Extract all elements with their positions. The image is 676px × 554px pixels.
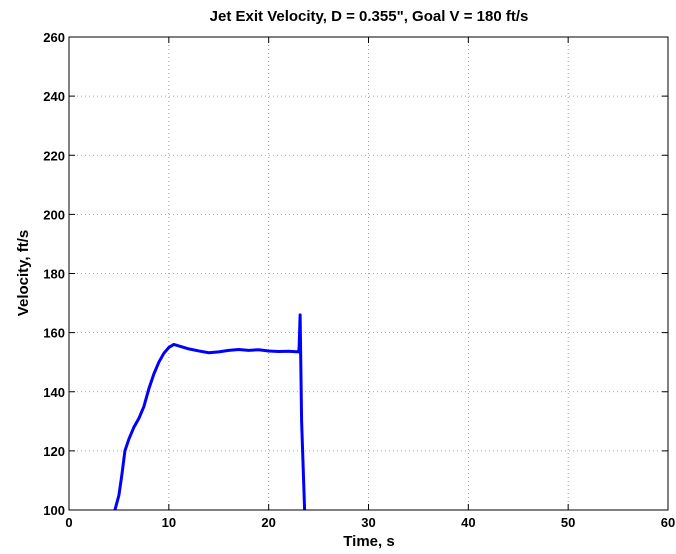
x-tick-label: 20 <box>261 515 275 530</box>
axis-ticks: 0 10 20 30 40 50 60 100 120 140 160 180 200 220 240 260 <box>43 30 675 530</box>
y-tick-label: 260 <box>43 30 65 45</box>
y-tick-label: 140 <box>43 385 65 400</box>
chart-title: Jet Exit Velocity, D = 0.355", Goal V = … <box>210 8 529 25</box>
y-tick-label: 180 <box>43 267 65 282</box>
y-tick-label: 200 <box>43 207 65 222</box>
plot-frame <box>68 36 669 511</box>
x-tick-label: 30 <box>361 515 375 530</box>
series-layer <box>113 313 307 511</box>
y-tick-label: 100 <box>43 503 65 518</box>
x-tick-label: 60 <box>661 515 675 530</box>
x-tick-label: 10 <box>162 515 176 530</box>
y-tick-label: 240 <box>43 89 65 104</box>
y-tick-label: 220 <box>43 148 65 163</box>
y-tick-label: 120 <box>43 444 65 459</box>
series-line <box>113 313 307 511</box>
x-tick-label: 40 <box>461 515 475 530</box>
y-tick-label: 160 <box>43 326 65 341</box>
grid <box>69 37 668 510</box>
x-tick-label: 50 <box>561 515 575 530</box>
x-axis-label: Time, s <box>343 533 394 550</box>
x-tick-label: 0 <box>65 515 72 530</box>
y-axis-label: Velocity, ft/s <box>15 230 32 316</box>
